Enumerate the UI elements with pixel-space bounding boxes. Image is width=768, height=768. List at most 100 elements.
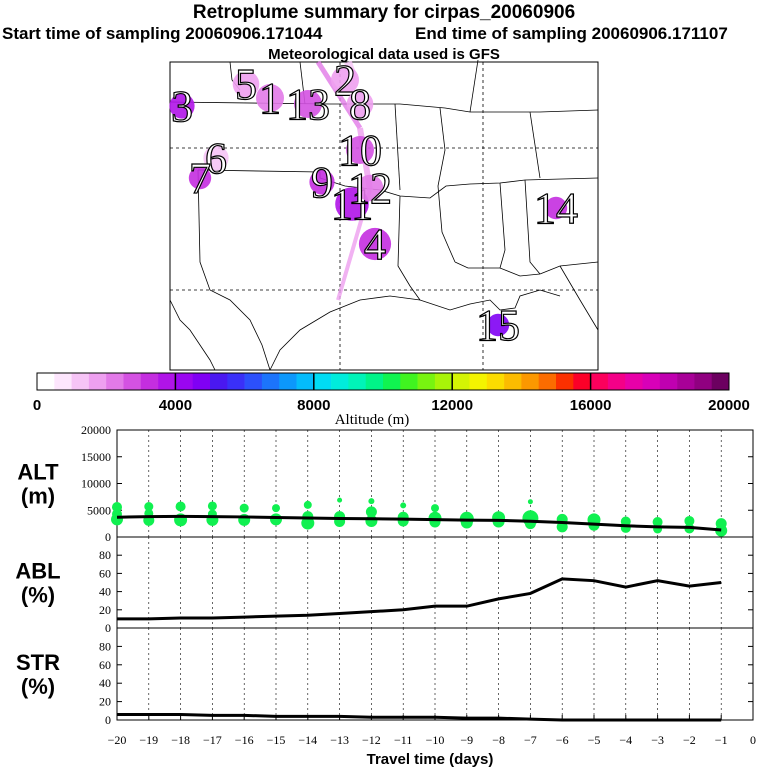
map-marker-12 — [356, 174, 384, 202]
series-line — [117, 712, 722, 722]
map-marker-5 — [232, 70, 260, 98]
colorbar-cell — [607, 373, 626, 390]
colorbar-cell — [279, 373, 297, 390]
altitude-point — [431, 504, 439, 513]
colorbar-cell — [504, 373, 522, 390]
x-tick-label: 0 — [750, 733, 756, 747]
altitude-point — [112, 502, 122, 513]
map-marker-label-8: 8 — [349, 80, 371, 129]
x-tick-label: −19 — [139, 733, 158, 747]
altitude-point — [397, 515, 409, 527]
colorbar-cell — [677, 373, 695, 390]
map-marker-label-1: 1 — [259, 74, 281, 123]
y-tick-label: 10000 — [81, 477, 111, 491]
y-tick-label: 20 — [99, 695, 111, 709]
panel-unit-label: (m) — [21, 484, 55, 509]
y-tick-label: 0 — [105, 530, 111, 544]
colorbar-cell — [521, 373, 539, 390]
x-tick-label: −16 — [235, 733, 254, 747]
map-marker-3 — [169, 93, 195, 119]
altitude-point — [175, 501, 186, 512]
x-tick-label: −3 — [651, 733, 664, 747]
x-tick-label: −5 — [588, 733, 601, 747]
x-tick-label: −15 — [267, 733, 286, 747]
altitude-point — [460, 516, 473, 529]
met-data-label: Meteorological data used is GFS — [268, 46, 500, 63]
map-marker-label-2: 2 — [334, 56, 356, 105]
colorbar-tick-label: 4000 — [159, 397, 192, 414]
x-axis-title: Travel time (days) — [367, 751, 494, 768]
colorbar-cell — [659, 373, 678, 390]
x-tick-label: −7 — [524, 733, 537, 747]
x-tick-label: −12 — [362, 733, 381, 747]
y-tick-label: 40 — [99, 585, 111, 599]
colorbar-cell — [348, 373, 366, 390]
x-tick-label: −13 — [330, 733, 349, 747]
map-marker-label-9: 9 — [311, 158, 333, 207]
altitude-point — [400, 502, 407, 509]
colorbar-cell — [123, 373, 142, 390]
map-marker-label-10: 10 — [338, 126, 382, 175]
sampling-end-label: End time of sampling 20060906.171107 — [415, 24, 728, 43]
colorbar-tick-label: 8000 — [297, 397, 330, 414]
colorbar-cell — [417, 373, 436, 390]
altitude-point — [684, 515, 695, 526]
panel-label: STR — [16, 650, 60, 675]
colorbar-cell — [192, 373, 211, 390]
y-tick-label: 5000 — [87, 503, 111, 517]
x-tick-label: −11 — [394, 733, 412, 747]
map-frame — [169, 61, 599, 371]
altitude-point — [207, 501, 217, 511]
colorbar-cell — [486, 373, 505, 390]
colorbar-cell — [140, 373, 159, 390]
colorbar-cell — [210, 373, 228, 390]
colorbar-cell — [400, 373, 418, 390]
y-tick-label: 80 — [99, 639, 111, 653]
map-marker-label-3: 3 — [171, 82, 193, 131]
y-tick-label: 0 — [105, 713, 111, 727]
x-tick-label: −14 — [298, 733, 317, 747]
colorbar-cell — [313, 373, 332, 390]
map-marker-label-7: 7 — [189, 154, 211, 203]
altitude-point — [527, 499, 533, 505]
colorbar-cell — [37, 373, 55, 390]
panel-label: ALT — [17, 460, 59, 485]
colorbar-cell — [625, 373, 643, 390]
x-tick-label: −17 — [203, 733, 222, 747]
time-series-panels: 05000100001500020000ALT(m)020406080ABL(%… — [15, 423, 756, 768]
y-tick-label: 80 — [99, 548, 111, 562]
map-marker-label-15: 15 — [476, 301, 520, 350]
colorbar-title: Altitude (m) — [335, 412, 410, 428]
y-tick-label: 20000 — [81, 423, 111, 437]
map-marker-4 — [358, 227, 392, 261]
colorbar-cell — [261, 373, 280, 390]
y-tick-label: 60 — [99, 658, 111, 672]
x-tick-label: −4 — [619, 733, 632, 747]
map-borders — [169, 59, 599, 371]
series-line — [117, 577, 722, 621]
x-tick-label: −8 — [492, 733, 505, 747]
colorbar-cell — [88, 373, 107, 390]
colorbar-frame — [36, 372, 730, 391]
colorbar-cell — [452, 373, 470, 390]
chart-title: Retroplume summary for cirpas_20060906 — [192, 2, 576, 23]
colorbar-cell — [434, 373, 453, 390]
colorbar-tick-label: 16000 — [570, 397, 612, 414]
colorbar-cell — [106, 373, 124, 390]
map-marker-1 — [256, 84, 284, 112]
panel-unit-label: (%) — [21, 674, 55, 699]
colorbar-cell — [469, 373, 488, 390]
map-marker-6 — [203, 145, 229, 171]
colorbar-cell — [711, 373, 730, 390]
map-marker-7 — [188, 166, 212, 190]
altitude-colorbar: 0 4000 8000 12000 16000 20000 Altitude (m) — [33, 372, 750, 428]
colorbar-cell — [71, 373, 90, 390]
x-tick-label: −2 — [683, 733, 696, 747]
colorbar-cell — [694, 373, 712, 390]
altitude-point — [239, 503, 249, 513]
colorbar-cell — [365, 373, 384, 390]
map-marker-10 — [346, 136, 374, 164]
